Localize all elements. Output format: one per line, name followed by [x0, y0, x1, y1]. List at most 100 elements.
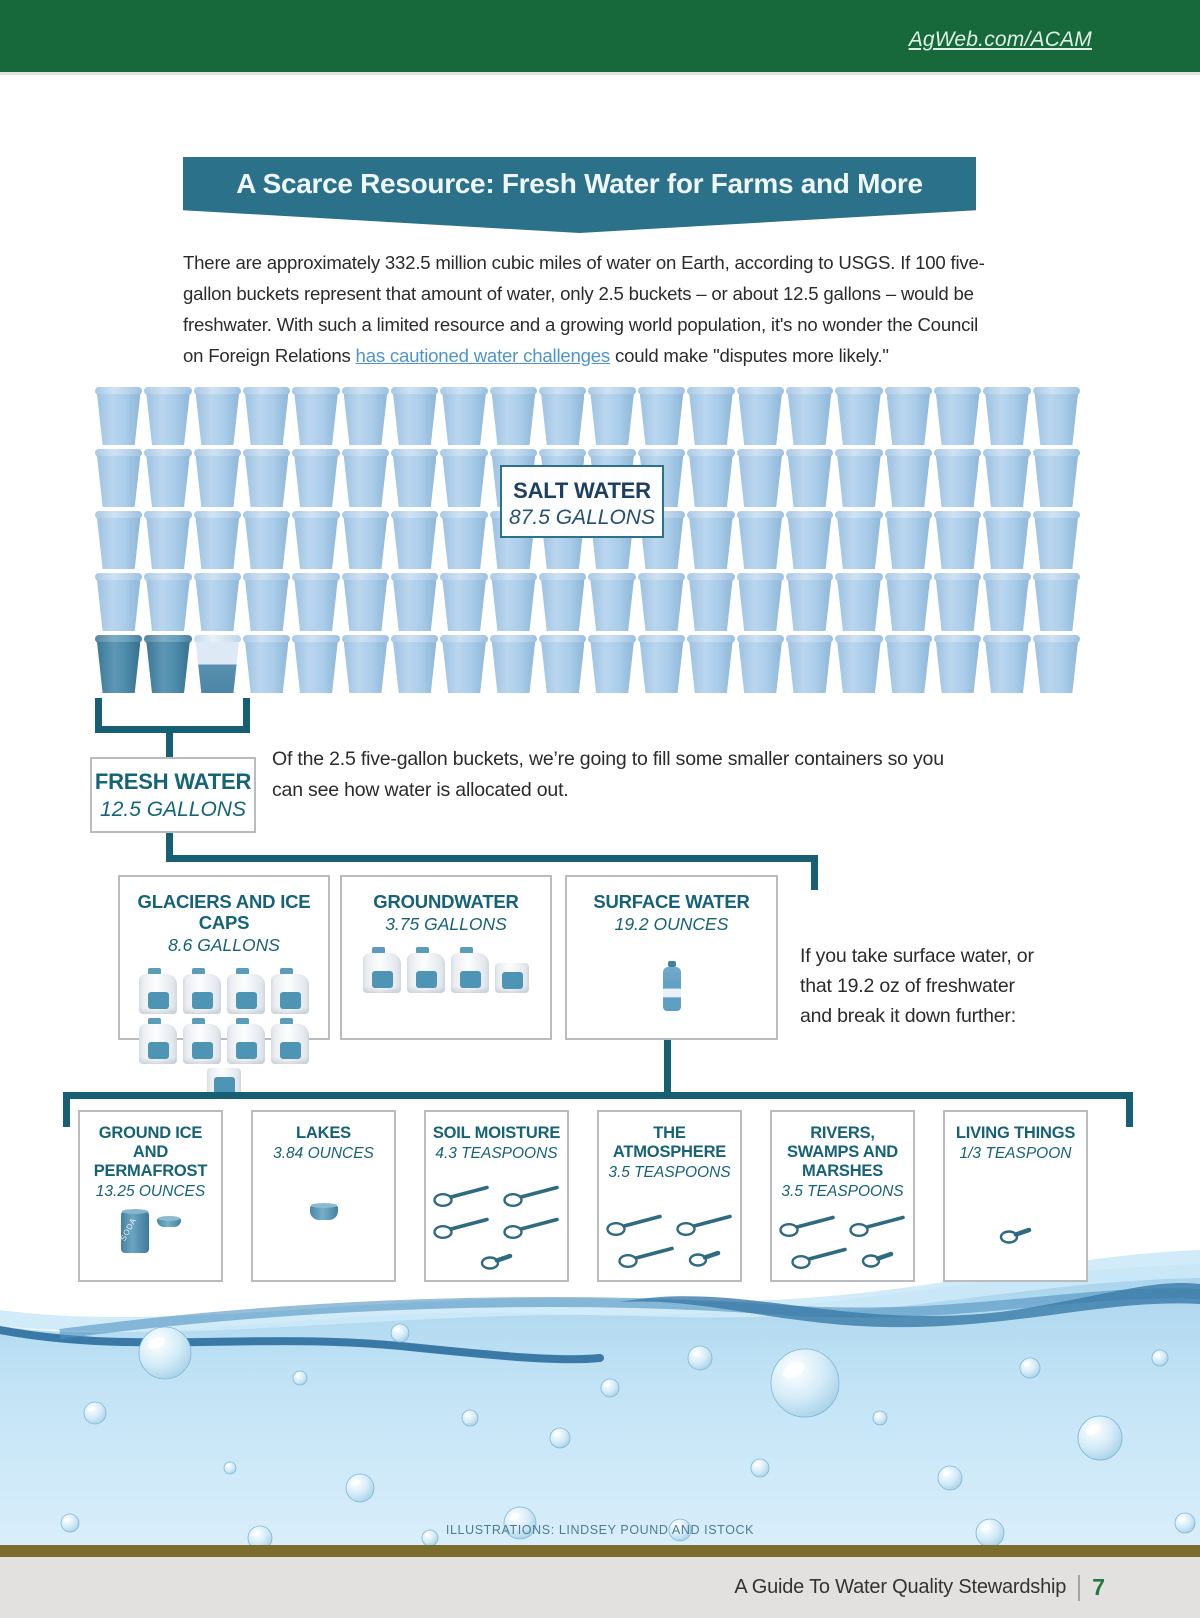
box-atmosphere: THE ATMOSPHERE 3.5 TEASPOONS — [597, 1110, 742, 1282]
box-groundwater: GROUNDWATER 3.75 GALLONS — [340, 875, 552, 1040]
agweb-link[interactable]: AgWeb.com/ACAM — [908, 28, 1092, 51]
teaspoon-icon — [432, 1217, 489, 1239]
five-gallon-bucket — [489, 633, 538, 693]
five-gallon-bucket — [785, 633, 834, 693]
five-gallon-bucket — [588, 385, 636, 445]
five-gallon-bucket — [687, 571, 735, 631]
teaspoon-icon-partial — [999, 1227, 1031, 1244]
five-gallon-bucket — [835, 447, 883, 507]
box-glaciers-ice-caps: GLACIERS AND ICE CAPS 8.6 GALLONS — [118, 875, 330, 1098]
five-gallon-bucket — [539, 633, 587, 693]
five-gallon-bucket — [144, 633, 192, 693]
five-gallon-bucket — [1032, 509, 1080, 569]
five-gallon-bucket — [341, 571, 390, 631]
five-gallon-bucket — [736, 571, 784, 631]
intro-text-before: There are approximately 332.5 million cu… — [183, 252, 985, 366]
teaspoon-icon — [778, 1215, 835, 1237]
five-gallon-bucket — [391, 633, 439, 693]
teaspoon-icon — [605, 1214, 662, 1236]
five-gallon-bucket — [884, 447, 932, 507]
teaspoon-icon-partial — [688, 1250, 720, 1267]
five-gallon-bucket — [391, 385, 439, 445]
box-lakes: LAKES 3.84 OUNCES — [251, 1110, 396, 1282]
five-gallon-bucket — [341, 385, 390, 445]
five-gallon-bucket — [193, 447, 242, 507]
five-gallon-bucket — [835, 509, 883, 569]
five-gallon-bucket — [292, 571, 340, 631]
five-gallon-bucket — [736, 509, 784, 569]
box-amount: 3.84 OUNCES — [273, 1145, 374, 1162]
five-gallon-bucket — [785, 385, 834, 445]
gallon-jug-icon — [227, 968, 265, 1014]
teaspoon-icons — [599, 1208, 740, 1272]
gallon-jug-icon — [271, 968, 309, 1014]
teaspoon-icon-partial — [861, 1251, 893, 1268]
bracket-left-tick — [95, 698, 102, 733]
five-gallon-bucket — [637, 571, 686, 631]
five-gallon-bucket — [95, 385, 143, 445]
five-gallon-bucket — [983, 447, 1031, 507]
five-gallon-bucket — [687, 385, 735, 445]
tree1-stem — [166, 833, 173, 859]
five-gallon-bucket — [144, 509, 192, 569]
water-challenges-link[interactable]: has cautioned water challenges — [355, 345, 611, 366]
bracket-right-tick — [243, 698, 250, 733]
five-gallon-bucket — [933, 571, 982, 631]
five-gallon-bucket — [884, 633, 932, 693]
five-gallon-bucket — [539, 385, 587, 445]
gallon-jug-icon — [227, 1018, 265, 1064]
five-gallon-bucket — [95, 571, 143, 631]
soda-can-icon: SODA — [118, 1209, 149, 1253]
five-gallon-bucket — [1032, 633, 1080, 693]
tree2-right-drop — [1126, 1092, 1133, 1127]
five-gallon-bucket — [835, 571, 883, 631]
five-gallon-bucket — [144, 571, 192, 631]
box-amount: 13.25 OUNCES — [95, 1183, 206, 1200]
box-amount: 4.3 TEASPOONS — [435, 1145, 558, 1162]
box-title: SOIL MOISTURE — [432, 1124, 561, 1142]
tree2-bar — [63, 1092, 1133, 1099]
teaspoon-icons — [772, 1209, 913, 1273]
cup-icon — [309, 1203, 338, 1220]
illustration-credits: ILLUSTRATIONS: LINDSEY POUND AND ISTOCK — [445, 1523, 755, 1537]
teaspoon-icon-partial — [480, 1253, 512, 1270]
box-amount: 3.5 TEASPOONS — [781, 1183, 904, 1200]
water-illustration: ILLUSTRATIONS: LINDSEY POUND AND ISTOCK — [0, 1238, 1200, 1545]
five-gallon-bucket — [884, 571, 932, 631]
five-gallon-bucket — [292, 447, 340, 507]
box-amount: 1/3 TEASPOON — [959, 1145, 1072, 1162]
five-gallon-bucket — [95, 633, 143, 693]
box-title: SURFACE WATER — [593, 891, 750, 912]
footer-guide-title: A Guide To Water Quality Stewardship — [734, 1576, 1067, 1598]
five-gallon-bucket — [983, 571, 1031, 631]
gallon-jug-icon — [139, 1018, 177, 1064]
five-gallon-bucket — [687, 447, 735, 507]
five-gallon-bucket — [243, 447, 291, 507]
five-gallon-bucket — [736, 447, 784, 507]
box-title: THE ATMOSPHERE — [612, 1124, 727, 1161]
box-amount: 19.2 OUNCES — [614, 914, 729, 934]
five-gallon-bucket — [637, 385, 686, 445]
five-gallon-bucket — [637, 633, 686, 693]
five-gallon-bucket — [687, 509, 735, 569]
five-gallon-bucket — [341, 633, 390, 693]
gallon-jug-icons — [129, 966, 319, 1100]
five-gallon-bucket — [785, 447, 834, 507]
tree1-bar — [166, 855, 818, 862]
five-gallon-bucket — [391, 447, 439, 507]
five-gallon-bucket — [243, 509, 291, 569]
five-gallon-bucket — [1032, 385, 1080, 445]
box-title: GROUND ICE AND PERMAFROST — [93, 1124, 208, 1180]
five-gallon-bucket — [884, 385, 932, 445]
salt-water-amount: 87.5 GALLONS — [509, 506, 655, 529]
five-gallon-bucket — [884, 509, 932, 569]
box-title: RIVERS, SWAMPS AND MARSHES — [786, 1124, 899, 1180]
five-gallon-bucket — [144, 385, 192, 445]
five-gallon-bucket — [983, 509, 1031, 569]
tree2-stem — [664, 1040, 671, 1096]
five-gallon-bucket — [1032, 447, 1080, 507]
gallon-jug-icon-partial — [495, 963, 529, 993]
box-title: GROUNDWATER — [373, 891, 519, 912]
page-footer: A Guide To Water Quality Stewardship 7 — [0, 1557, 1200, 1618]
title-banner: A Scarce Resource: Fresh Water for Farms… — [183, 157, 976, 233]
